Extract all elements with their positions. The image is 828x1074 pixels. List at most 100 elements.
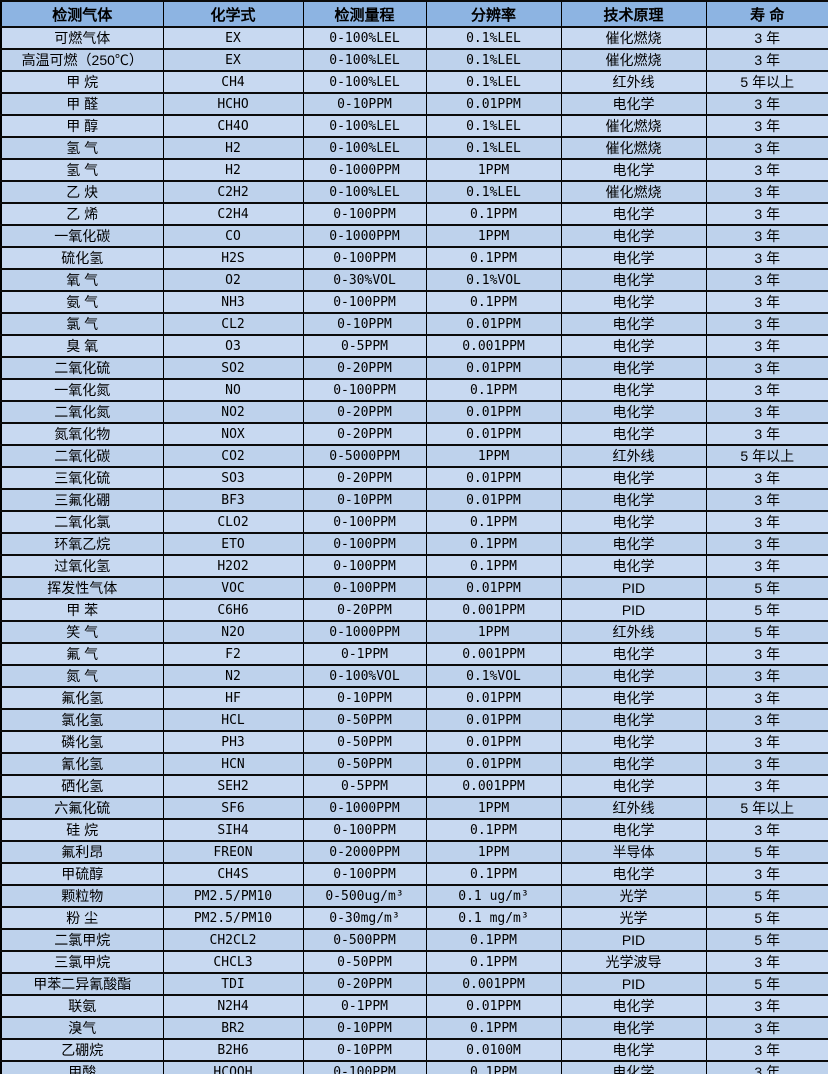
resolution-cell: 0.01PPM xyxy=(425,994,562,1018)
resolution-cell: 1PPM xyxy=(425,224,562,248)
range-cell: 0-1PPM xyxy=(302,642,427,666)
formula-cell: PH3 xyxy=(162,730,304,754)
principle-cell: 电化学 xyxy=(560,1060,707,1074)
formula-cell: N2H4 xyxy=(162,994,304,1018)
formula-cell: B2H6 xyxy=(162,1038,304,1062)
lifespan-cell: 3 年 xyxy=(705,752,828,776)
formula-cell: N2 xyxy=(162,664,304,688)
formula-cell: SEH2 xyxy=(162,774,304,798)
resolution-cell: 0.1%LEL xyxy=(425,48,562,72)
gas_name-cell: 氮 气 xyxy=(0,664,164,688)
table-row: 甲 醇 CH4O 0-100%LEL 0.1%LEL 催化燃烧 3 年 xyxy=(0,114,828,138)
resolution-cell: 0.01PPM xyxy=(425,356,562,380)
column-header-principle: 技术原理 xyxy=(560,0,707,28)
principle-cell: 电化学 xyxy=(560,510,707,534)
gas_name-cell: 硫化氢 xyxy=(0,246,164,270)
range-cell: 0-30mg/m³ xyxy=(302,906,427,930)
range-cell: 0-50PPM xyxy=(302,950,427,974)
formula-cell: CO2 xyxy=(162,444,304,468)
resolution-cell: 0.1PPM xyxy=(425,1060,562,1074)
range-cell: 0-20PPM xyxy=(302,466,427,490)
formula-cell: O2 xyxy=(162,268,304,292)
gas_name-cell: 二氧化碳 xyxy=(0,444,164,468)
gas_name-cell: 挥发性气体 xyxy=(0,576,164,600)
column-header-lifespan: 寿 命 xyxy=(705,0,828,28)
lifespan-cell: 3 年 xyxy=(705,510,828,534)
principle-cell: 催化燃烧 xyxy=(560,26,707,50)
gas_name-cell: 二氧化氮 xyxy=(0,400,164,424)
range-cell: 0-5PPM xyxy=(302,774,427,798)
column-header-formula: 化学式 xyxy=(162,0,304,28)
gas_name-cell: 甲酸 xyxy=(0,1060,164,1074)
principle-cell: 催化燃烧 xyxy=(560,114,707,138)
principle-cell: 催化燃烧 xyxy=(560,136,707,160)
gas_name-cell: 二氧化氯 xyxy=(0,510,164,534)
gas_name-cell: 氯化氢 xyxy=(0,708,164,732)
range-cell: 0-10PPM xyxy=(302,92,427,116)
range-cell: 0-50PPM xyxy=(302,730,427,754)
range-cell: 0-100%LEL xyxy=(302,70,427,94)
table-body: 可燃气体 EX 0-100%LEL 0.1%LEL 催化燃烧 3 年高温可燃（250℃） E… xyxy=(0,26,828,1074)
formula-cell: HCN xyxy=(162,752,304,776)
principle-cell: 电化学 xyxy=(560,290,707,314)
lifespan-cell: 3 年 xyxy=(705,158,828,182)
principle-cell: 电化学 xyxy=(560,774,707,798)
lifespan-cell: 5 年以上 xyxy=(705,444,828,468)
lifespan-cell: 5 年 xyxy=(705,972,828,996)
table-row: 二氧化氯 CLO2 0-100PPM 0.1PPM 电化学 3 年 xyxy=(0,510,828,534)
formula-cell: CH2CL2 xyxy=(162,928,304,952)
principle-cell: 催化燃烧 xyxy=(560,180,707,204)
formula-cell: H2 xyxy=(162,136,304,160)
table-row: 硒化氢 SEH2 0-5PPM 0.001PPM 电化学 3 年 xyxy=(0,774,828,798)
principle-cell: 光学 xyxy=(560,884,707,908)
principle-cell: 电化学 xyxy=(560,488,707,512)
gas_name-cell: 二氧化硫 xyxy=(0,356,164,380)
formula-cell: CL2 xyxy=(162,312,304,336)
range-cell: 0-20PPM xyxy=(302,422,427,446)
principle-cell: PID xyxy=(560,576,707,600)
resolution-cell: 0.1PPM xyxy=(425,202,562,226)
resolution-cell: 0.1PPM xyxy=(425,554,562,578)
formula-cell: C2H4 xyxy=(162,202,304,226)
table-row: 粉 尘 PM2.5/PM10 0-30mg/m³ 0.1 mg/m³ 光学 5 年 xyxy=(0,906,828,930)
formula-cell: CH4O xyxy=(162,114,304,138)
table-row: 甲 苯 C6H6 0-20PPM 0.001PPM PID 5 年 xyxy=(0,598,828,622)
principle-cell: 电化学 xyxy=(560,378,707,402)
lifespan-cell: 3 年 xyxy=(705,708,828,732)
lifespan-cell: 3 年 xyxy=(705,774,828,798)
table-row: 臭 氧 O3 0-5PPM 0.001PPM 电化学 3 年 xyxy=(0,334,828,358)
formula-cell: CHCL3 xyxy=(162,950,304,974)
table-row: 笑 气 N2O 0-1000PPM 1PPM 红外线 5 年 xyxy=(0,620,828,644)
lifespan-cell: 3 年 xyxy=(705,422,828,446)
principle-cell: 电化学 xyxy=(560,356,707,380)
lifespan-cell: 5 年 xyxy=(705,906,828,930)
table-row: 氮 气 N2 0-100%VOL 0.1%VOL 电化学 3 年 xyxy=(0,664,828,688)
formula-cell: FREON xyxy=(162,840,304,864)
table-header: 检测气体 化学式 检测量程 分辨率 技术原理寿 命 xyxy=(0,0,828,28)
table-row: 甲硫醇 CH4S 0-100PPM 0.1PPM 电化学 3 年 xyxy=(0,862,828,886)
resolution-cell: 0.1%LEL xyxy=(425,70,562,94)
lifespan-cell: 5 年 xyxy=(705,620,828,644)
lifespan-cell: 3 年 xyxy=(705,818,828,842)
range-cell: 0-100PPM xyxy=(302,576,427,600)
table-row: 氧 气 O2 0-30%VOL 0.1%VOL 电化学 3 年 xyxy=(0,268,828,292)
resolution-cell: 0.01PPM xyxy=(425,730,562,754)
gas_name-cell: 一氧化碳 xyxy=(0,224,164,248)
formula-cell: CLO2 xyxy=(162,510,304,534)
lifespan-cell: 3 年 xyxy=(705,686,828,710)
range-cell: 0-100PPM xyxy=(302,532,427,556)
table-row: 乙 烯 C2H4 0-100PPM 0.1PPM 电化学 3 年 xyxy=(0,202,828,226)
formula-cell: SO3 xyxy=(162,466,304,490)
resolution-cell: 0.1PPM xyxy=(425,862,562,886)
column-header-gas_name: 检测气体 xyxy=(0,0,164,28)
lifespan-cell: 3 年 xyxy=(705,488,828,512)
range-cell: 0-5000PPM xyxy=(302,444,427,468)
gas_name-cell: 氟 气 xyxy=(0,642,164,666)
lifespan-cell: 3 年 xyxy=(705,180,828,204)
formula-cell: HCL xyxy=(162,708,304,732)
gas_name-cell: 颗粒物 xyxy=(0,884,164,908)
resolution-cell: 0.0100M xyxy=(425,1038,562,1062)
lifespan-cell: 3 年 xyxy=(705,312,828,336)
range-cell: 0-50PPM xyxy=(302,708,427,732)
range-cell: 0-10PPM xyxy=(302,488,427,512)
